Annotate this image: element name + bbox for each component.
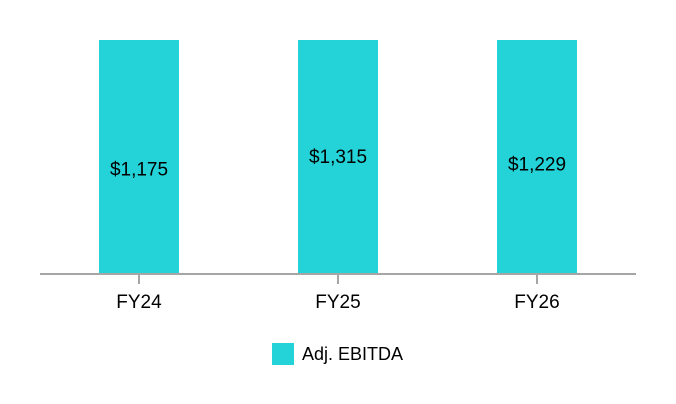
x-tick-label-fy26: FY26 (514, 292, 559, 313)
legend-label: Adj. EBITDA (302, 343, 404, 364)
bars-group (99, 40, 577, 274)
legend: Adj. EBITDA (272, 342, 403, 366)
x-axis-ticks-group (138, 274, 538, 284)
data-label-fy24: $1,175 (110, 159, 168, 180)
x-axis-labels-group: FY24 FY25 FY26 (116, 292, 559, 313)
data-label-fy26: $1,229 (508, 155, 566, 176)
x-tick-label-fy24: FY24 (116, 292, 162, 313)
legend-swatch (272, 343, 294, 365)
data-labels-group: $1,175 $1,315 $1,229 (110, 147, 566, 180)
bar-fy26 (497, 40, 577, 274)
data-label-fy25: $1,315 (309, 147, 367, 168)
bar-fy24 (99, 40, 179, 274)
bar-fy25 (298, 40, 378, 274)
x-tick-label-fy25: FY25 (315, 292, 360, 313)
